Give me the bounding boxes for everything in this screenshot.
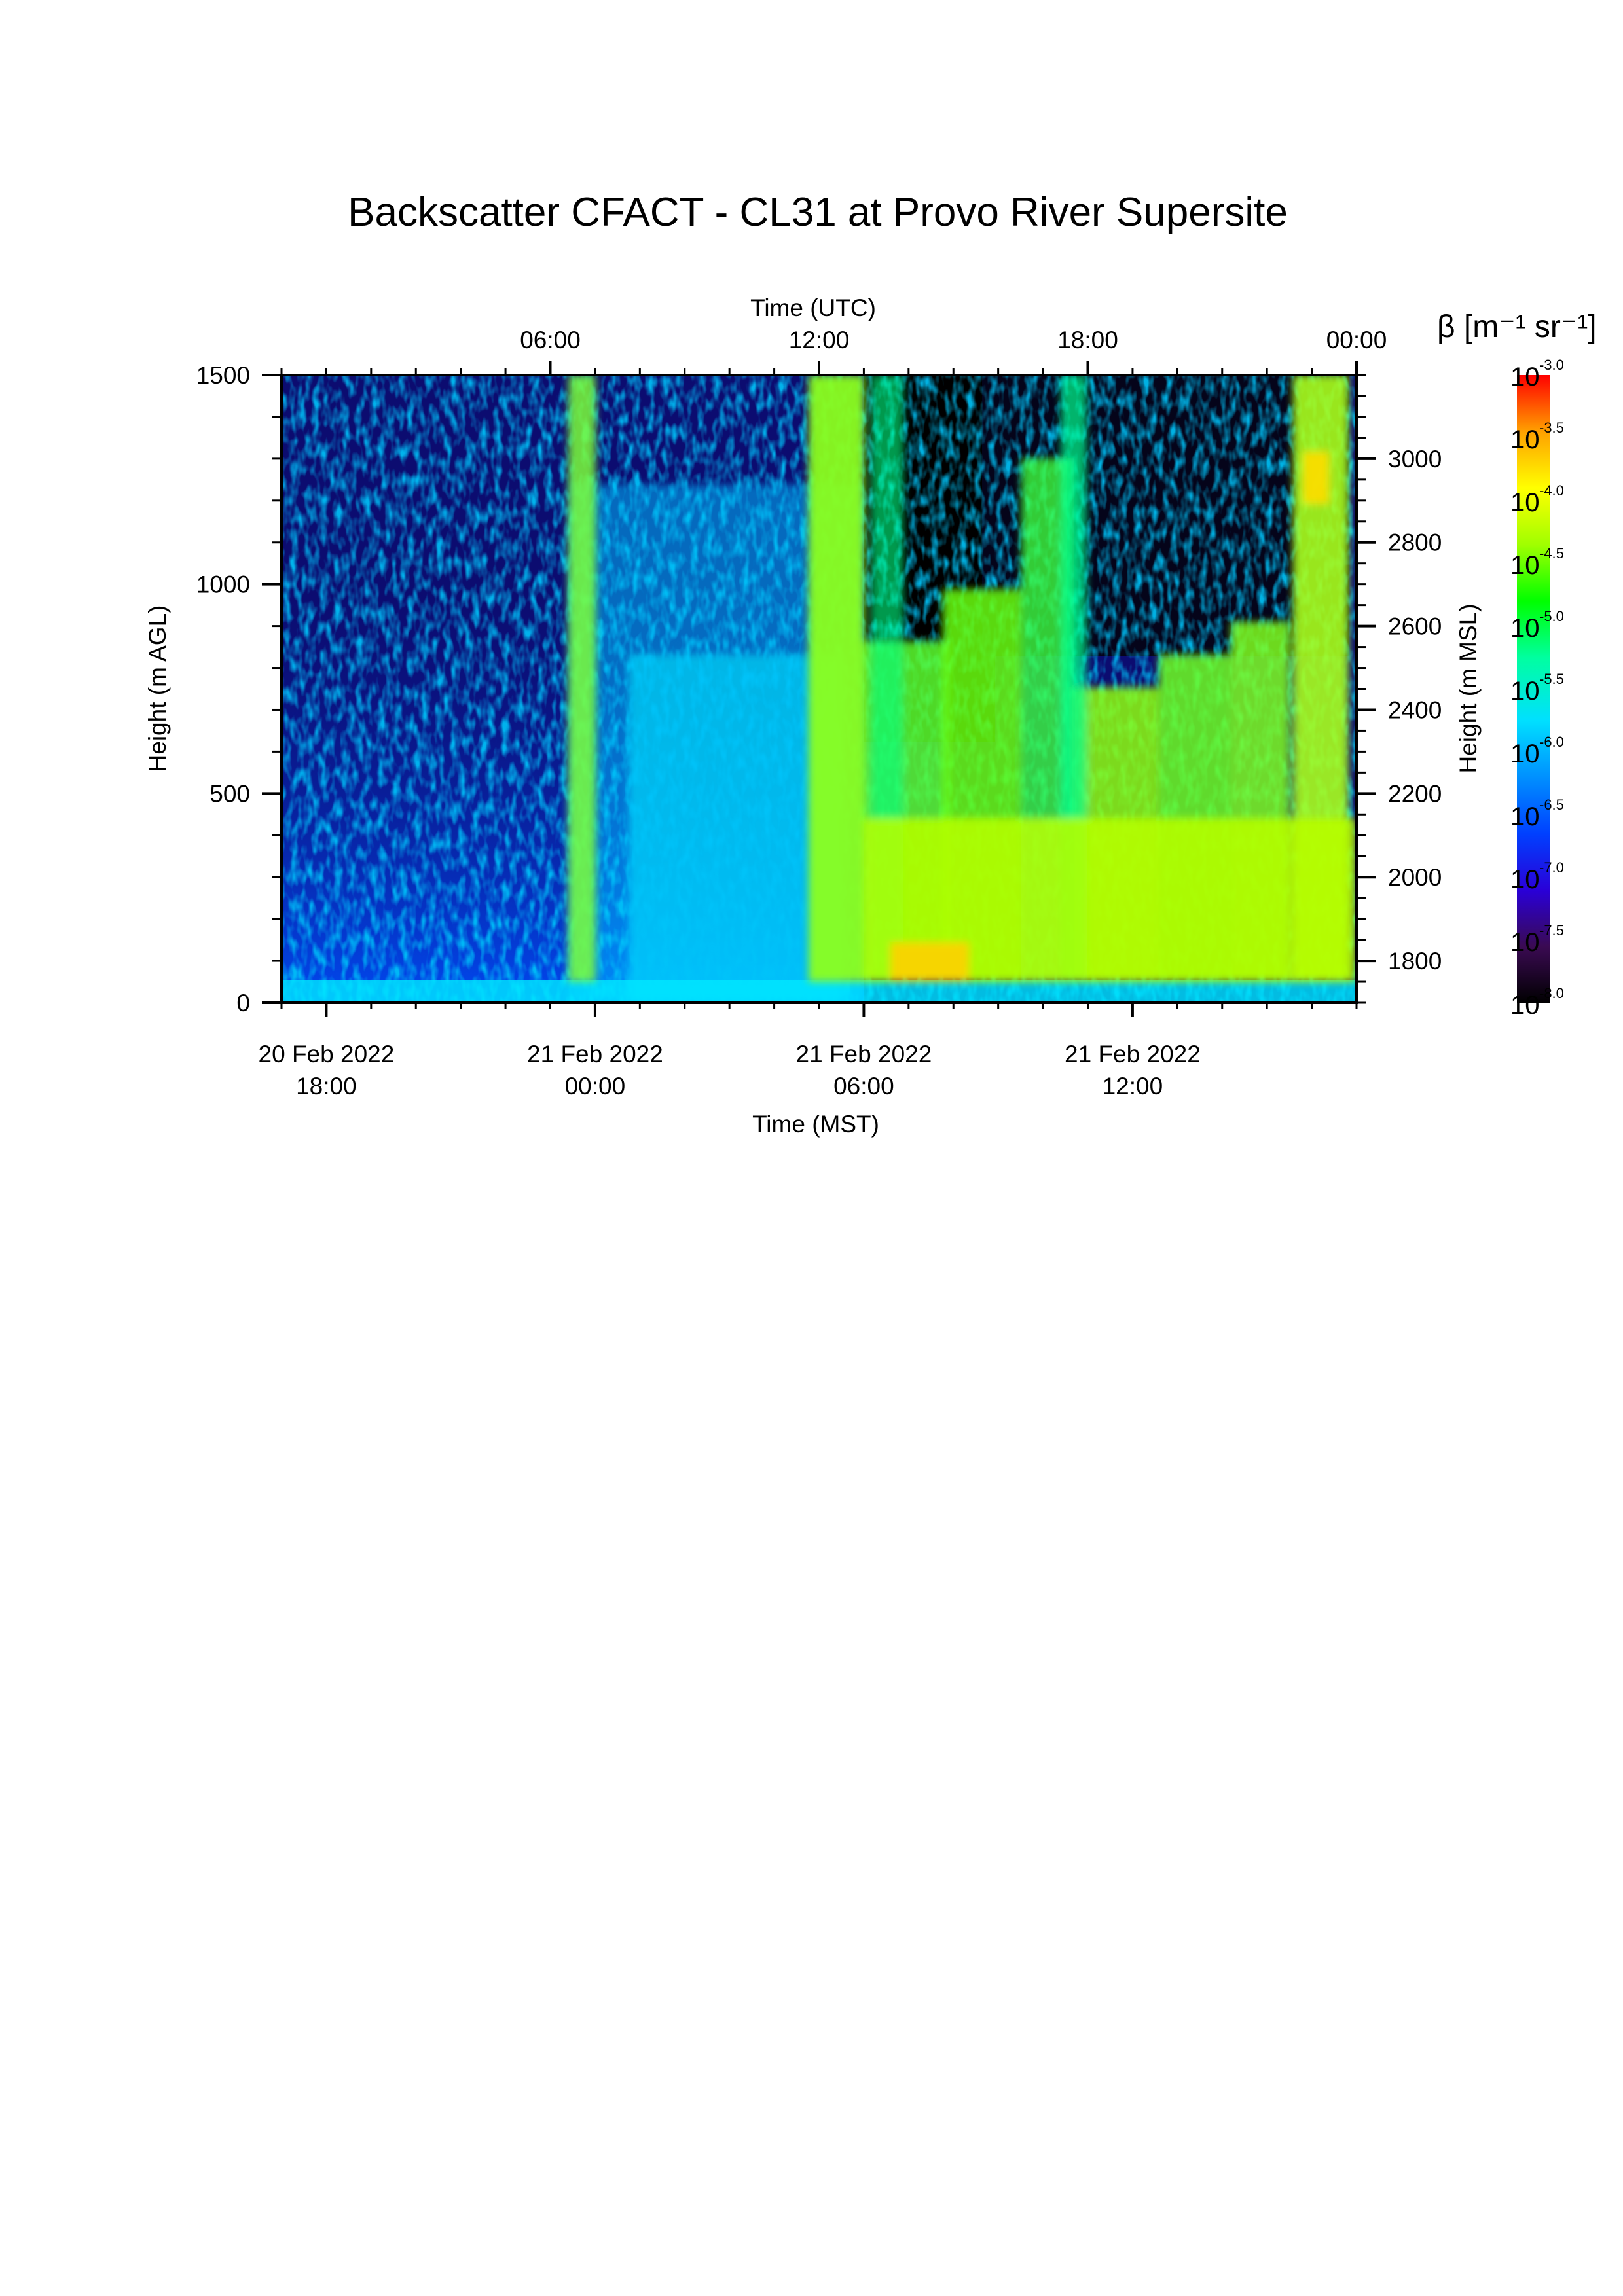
y-right-tick-label: 3000	[1388, 446, 1442, 473]
colorbar-label: β [m⁻¹ sr⁻¹]	[1437, 310, 1597, 344]
y-left-axis-label: Height (m AGL)	[144, 605, 171, 772]
x-bottom-tick-date: 21 Feb 2022	[527, 1041, 663, 1067]
y-left-tick-label: 1500	[196, 362, 250, 389]
aerosol-plume	[568, 375, 596, 982]
colorbar-tick-exponent: -3.0	[1539, 357, 1564, 373]
colorbar-tick-exponent: -6.5	[1539, 797, 1564, 813]
y-right-tick-label: 2600	[1388, 613, 1442, 640]
colorbar-tick-exponent: -4.0	[1539, 482, 1564, 499]
colorbar-labels: 10 -3.010 -3.510 -4.010 -4.510 -5.010 -5.510 -6…	[1510, 357, 1564, 1020]
colorbar-tick-exponent: -6.0	[1539, 734, 1564, 750]
x-top-tick-label: 18:00	[1057, 327, 1118, 353]
colorbar-tick-base: 10	[1510, 614, 1540, 643]
aerosol-near-surface-maximum	[890, 942, 969, 982]
y-right-tick-label: 1800	[1388, 948, 1442, 975]
heatmap-surface-layer	[282, 980, 1357, 1003]
axes: 20 Feb 2022 18:00 21 Feb 2022 00:00 21 Feb 2…	[196, 327, 1442, 1100]
x-bottom-tick-time: 12:00	[1103, 1073, 1163, 1100]
x-bottom-tick-time: 06:00	[833, 1073, 894, 1100]
x-bottom-tick-date: 20 Feb 2022	[259, 1041, 395, 1067]
plot-area	[282, 375, 1357, 1003]
colorbar-tick-exponent: -5.0	[1539, 608, 1564, 624]
colorbar-tick-base: 10	[1510, 802, 1540, 831]
colorbar-tick-base: 10	[1510, 363, 1540, 391]
colorbar-tick-base: 10	[1510, 551, 1540, 580]
y-right-tick-label: 2000	[1388, 864, 1442, 891]
colorbar-tick-exponent: -5.5	[1539, 671, 1564, 687]
x-top-tick-label: 12:00	[789, 327, 850, 353]
colorbar-tick-base: 10	[1510, 488, 1540, 517]
aerosol-plume-layer	[568, 375, 1357, 982]
x-top-tick-label: 00:00	[1326, 327, 1387, 353]
colorbar-tick-base: 10	[1510, 740, 1540, 768]
aerosol-upper-maximum	[1303, 452, 1329, 504]
y-right-tick-label: 2200	[1388, 780, 1442, 807]
colorbar-tick-base: 10	[1510, 865, 1540, 894]
colorbar-tick-exponent: -3.5	[1539, 420, 1564, 436]
colorbar-tick-exponent: -7.0	[1539, 859, 1564, 876]
y-left-tick-label: 1000	[196, 571, 250, 598]
colorbar-tick-exponent: -7.5	[1539, 922, 1564, 939]
x-bottom-tick-time: 00:00	[565, 1073, 626, 1100]
y-right-tick-label: 2400	[1388, 696, 1442, 723]
colorbar-tick-base: 10	[1510, 991, 1540, 1020]
colorbar-title: β [m⁻¹ sr⁻¹]	[1437, 310, 1597, 344]
x-top-tick-label: 06:00	[520, 327, 581, 353]
colorbar-tick-exponent: -8.0	[1539, 985, 1564, 1001]
x-bottom-tick-time: 18:00	[296, 1073, 357, 1100]
colorbar	[1517, 375, 1550, 1003]
x-bottom-tick-date: 21 Feb 2022	[1065, 1041, 1201, 1067]
colorbar-tick-exponent: -4.5	[1539, 545, 1564, 562]
x-bottom-axis-label: Time (MST)	[752, 1111, 879, 1138]
chart-title: Backscatter CFACT - CL31 at Provo River …	[348, 190, 1288, 235]
colorbar-tick-base: 10	[1510, 928, 1540, 957]
x-top-axis-label: Time (UTC)	[750, 295, 876, 321]
y-left-tick-label: 500	[210, 780, 250, 807]
y-left-tick-label: 0	[236, 990, 250, 1016]
x-bottom-tick-date: 21 Feb 2022	[796, 1041, 932, 1067]
colorbar-tick-base: 10	[1510, 677, 1540, 706]
aerosol-plume	[809, 375, 864, 982]
y-right-axis-label: Height (m MSL)	[1455, 603, 1482, 773]
y-right-tick-label: 2800	[1388, 529, 1442, 556]
colorbar-tick-base: 10	[1510, 425, 1540, 454]
